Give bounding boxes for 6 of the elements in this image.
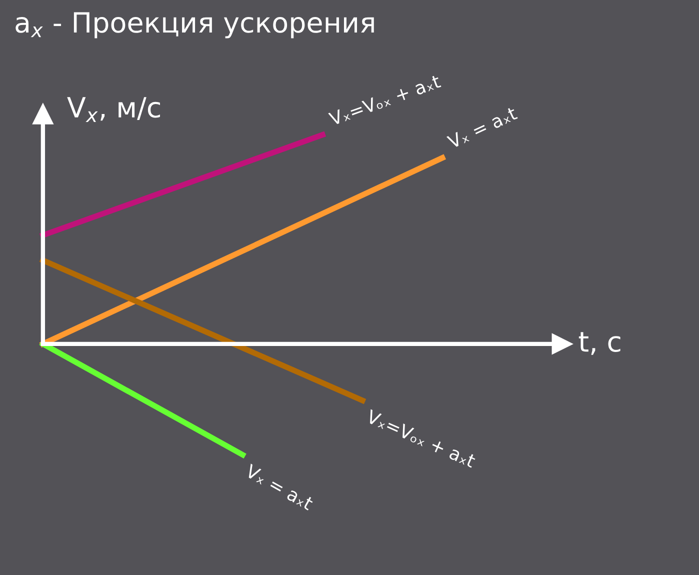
text: Vₓ = aₓt bbox=[446, 106, 518, 150]
text: Vₓ = aₓt bbox=[244, 464, 314, 511]
chart-title: a$_{x}$ - Проекция ускорения bbox=[16, 12, 374, 38]
y-axis-title: V$_{x}$, м/с bbox=[67, 97, 160, 122]
x-axis-title: t, с bbox=[578, 332, 620, 355]
text: Vₓ=Vₒₓ + aₓt bbox=[328, 74, 442, 126]
